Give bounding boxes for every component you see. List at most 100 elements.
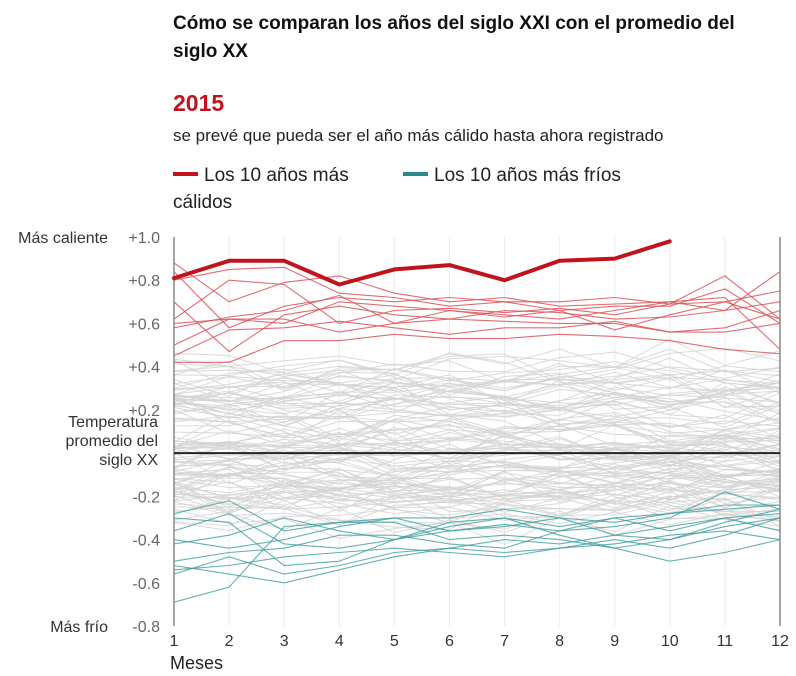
- warm-year-line: [173, 301, 781, 353]
- background-year-line: [173, 403, 781, 443]
- x-tick-label: 9: [610, 633, 619, 650]
- x-tick-label: 3: [280, 633, 289, 650]
- background-year-line: [173, 377, 781, 411]
- highlight-description: se prevé que pueda ser el año más cálido…: [173, 126, 664, 145]
- cold-year-line: [173, 504, 780, 549]
- background-year-line: [173, 415, 781, 467]
- side-label-hottest: Más caliente: [18, 230, 108, 247]
- y-tick-label: -0.2: [132, 489, 160, 506]
- background-year-line: [173, 352, 781, 403]
- background-year-line: [174, 415, 781, 473]
- background-year-line: [173, 460, 781, 509]
- y-tick-label: +1.0: [128, 230, 160, 247]
- x-axis-title: Meses: [170, 653, 223, 673]
- legend-cold: Los 10 años más fríos: [403, 162, 621, 189]
- cold-year-line: [173, 530, 781, 571]
- background-year-line: [173, 465, 781, 494]
- background-year-line: [173, 438, 781, 480]
- warm-year-line: [173, 271, 781, 324]
- side-label-coldest: Más frío: [50, 619, 108, 636]
- cold-year-line: [173, 491, 781, 562]
- background-year-line: [173, 443, 781, 461]
- background-year-line: [173, 382, 781, 409]
- background-year-line: [173, 466, 781, 499]
- baseline-label-line: siglo XX: [99, 452, 158, 469]
- background-year-line: [173, 449, 781, 480]
- background-year-line: [173, 433, 781, 466]
- background-year-line: [173, 394, 781, 433]
- x-tick-label: 2: [225, 633, 234, 650]
- y-tick-label: -0.8: [132, 619, 160, 636]
- background-year-line: [173, 472, 781, 506]
- warm-year-line: [173, 318, 781, 346]
- y-tick-label: +0.4: [128, 360, 160, 377]
- warm-year-line: [173, 275, 781, 324]
- cold-year-line: [173, 508, 781, 603]
- warm-year-line: [173, 262, 781, 350]
- background-year-line: [173, 460, 781, 502]
- warm-year-line: [173, 309, 781, 357]
- warm-year-line: [173, 290, 781, 331]
- background-year-line: [173, 495, 781, 526]
- y-tick-label: +0.8: [128, 273, 160, 290]
- baseline-label-line: Temperatura: [68, 414, 158, 431]
- background-year-line: [173, 381, 781, 413]
- highlight-year: 2015: [173, 90, 225, 116]
- x-tick-label: 8: [555, 633, 564, 650]
- background-year-line: [173, 505, 781, 545]
- legend-warm-swatch: [173, 171, 198, 176]
- x-tick-label: 12: [771, 633, 789, 650]
- y-tick-label: +0.2: [128, 403, 160, 420]
- background-year-line: [173, 395, 781, 463]
- background-year-line: [173, 355, 781, 383]
- background-year-line: [173, 482, 781, 513]
- x-tick-label: 7: [500, 633, 509, 650]
- x-tick-label: 5: [390, 633, 399, 650]
- background-year-line: [173, 371, 781, 400]
- background-year-lines: [173, 338, 781, 545]
- legend-warm-label: Los 10 años más cálidos: [173, 165, 349, 213]
- background-year-line: [173, 459, 781, 501]
- background-year-line: [173, 460, 781, 512]
- cold-year-line: [173, 500, 781, 562]
- cold-year-line: [173, 517, 781, 549]
- background-year-line: [173, 359, 781, 408]
- background-year-line: [173, 374, 781, 409]
- x-tick-label: 4: [335, 633, 344, 650]
- legend-warm: Los 10 años más cálidos: [173, 162, 388, 216]
- background-year-line: [173, 472, 781, 515]
- legend-cold-label: Los 10 años más fríos: [434, 165, 621, 186]
- background-year-line: [173, 402, 781, 453]
- background-year-line: [173, 360, 781, 382]
- highlight-year-line: [172, 239, 672, 287]
- background-year-line: [173, 472, 781, 512]
- background-year-line: [173, 414, 781, 447]
- cold-year-line: [173, 513, 781, 584]
- warm-year-line: [174, 333, 781, 363]
- background-year-line: [173, 366, 781, 390]
- cold-year-line: [173, 517, 781, 575]
- y-tick-label: +0.6: [128, 316, 160, 333]
- legend-cold-swatch: [403, 171, 428, 176]
- background-year-line: [173, 473, 781, 531]
- x-tick-label: 6: [445, 633, 454, 650]
- background-year-line: [173, 422, 781, 452]
- background-year-line: [173, 477, 781, 527]
- x-tick-label: 1: [170, 633, 179, 650]
- background-year-line: [173, 419, 781, 478]
- x-tick-label: 11: [717, 633, 734, 650]
- cold-year-line: [173, 504, 781, 549]
- background-year-line: [173, 362, 781, 407]
- background-year-line: [173, 493, 781, 531]
- x-tick-label: 10: [661, 633, 679, 650]
- baseline-label-line: promedio del: [66, 433, 159, 450]
- background-year-line: [173, 489, 781, 521]
- chart-title: Cómo se comparan los años del siglo XXI …: [173, 13, 735, 62]
- background-year-line: [173, 461, 781, 499]
- y-tick-label: -0.4: [132, 533, 160, 550]
- background-year-line: [173, 420, 781, 441]
- background-year-line: [173, 443, 781, 484]
- y-tick-label: -0.6: [132, 576, 160, 593]
- background-year-line: [173, 444, 781, 470]
